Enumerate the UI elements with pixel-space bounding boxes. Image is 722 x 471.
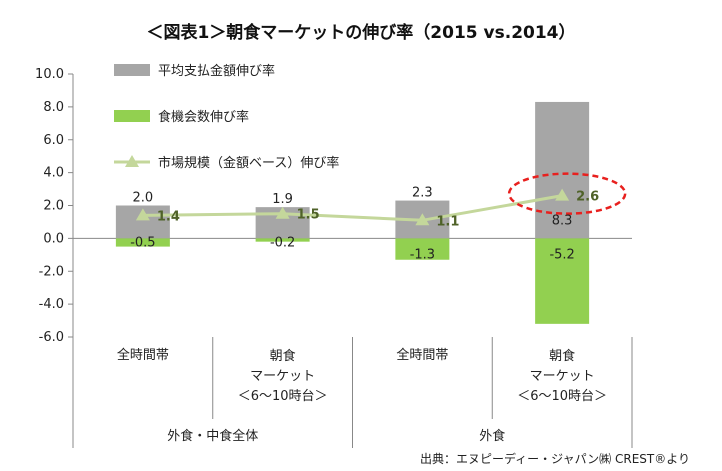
- y-tick-label: 8.0: [43, 100, 64, 115]
- legend-swatch: [114, 64, 150, 76]
- y-tick-label: 6.0: [43, 133, 64, 148]
- category-label: 全時間帯: [117, 347, 169, 363]
- legend-marker: [125, 155, 139, 167]
- line-series: [135, 172, 627, 226]
- market-growth-line: [142, 194, 563, 222]
- occasion-growth-bar: [115, 238, 170, 247]
- bars: [115, 101, 590, 324]
- group-label: 外食・中食全体: [167, 428, 258, 444]
- y-tick-label: -4.0: [39, 297, 64, 312]
- market-growth-label: 1.1: [436, 214, 459, 229]
- category-label: 朝食マーケット＜6～10時台＞: [238, 348, 328, 404]
- y-tick-label: -6.0: [39, 330, 64, 345]
- legend-label: 市場規模（金額ベース）伸び率: [158, 155, 339, 171]
- y-tick-label: 0.0: [43, 231, 64, 246]
- y-tick-label: 2.0: [43, 199, 64, 214]
- y-tick-label: 4.0: [43, 166, 64, 181]
- payment-growth-label: 8.3: [552, 213, 573, 228]
- occasion-growth-label: -5.2: [549, 247, 574, 262]
- payment-growth-label: 1.9: [272, 192, 293, 207]
- x-axis: 全時間帯 朝食マーケット＜6～10時台＞ 全時間帯 朝食マーケット＜6～10時台＞ 外食…: [72, 337, 633, 448]
- payment-growth-label: 2.0: [133, 191, 154, 206]
- legend-label: 平均支払金額伸び率: [158, 63, 275, 79]
- market-growth-point: [555, 188, 570, 201]
- market-growth-point: [135, 208, 150, 221]
- y-tick-label: -2.0: [39, 264, 64, 279]
- occasion-growth-label: -1.3: [410, 247, 435, 262]
- occasion-growth-label: -0.5: [130, 235, 155, 250]
- y-axis: 10.0 8.0 6.0 4.0 2.0 0.0 -2.0 -4.0 -6.0: [35, 67, 632, 345]
- market-growth-point: [415, 213, 430, 226]
- y-tick-label: 10.0: [35, 67, 64, 82]
- market-growth-label: 2.6: [576, 190, 599, 205]
- legend-swatch: [114, 110, 150, 122]
- category-label: 全時間帯: [396, 347, 448, 363]
- occasion-growth-bar: [395, 238, 450, 260]
- occasion-growth-bar: [535, 238, 590, 324]
- legend-label: 食機会数伸び率: [158, 109, 249, 125]
- chart-title: ＜図表1＞朝食マーケットの伸び率（2015 vs.2014）: [146, 22, 575, 43]
- group-label: 外食: [479, 428, 505, 444]
- data-labels: 2.0 1.9 2.3 8.3 -0.5 -0.2 -1.3 -5.2 1.4 1.5 1.1 2.6: [130, 186, 599, 263]
- highlight-ellipse: [507, 172, 627, 215]
- occasion-growth-label: -0.2: [270, 235, 295, 250]
- payment-growth-label: 2.3: [412, 186, 433, 201]
- category-label: 朝食マーケット＜6～10時台＞: [517, 348, 607, 404]
- payment-growth-bar: [535, 101, 590, 239]
- market-growth-label: 1.4: [157, 209, 180, 224]
- market-growth-label: 1.5: [297, 208, 320, 223]
- market-growth-point: [275, 206, 290, 219]
- source-note: 出典：エヌピーディー・ジャパン㈱ CREST®より: [420, 451, 690, 466]
- occasion-growth-bar: [255, 238, 310, 242]
